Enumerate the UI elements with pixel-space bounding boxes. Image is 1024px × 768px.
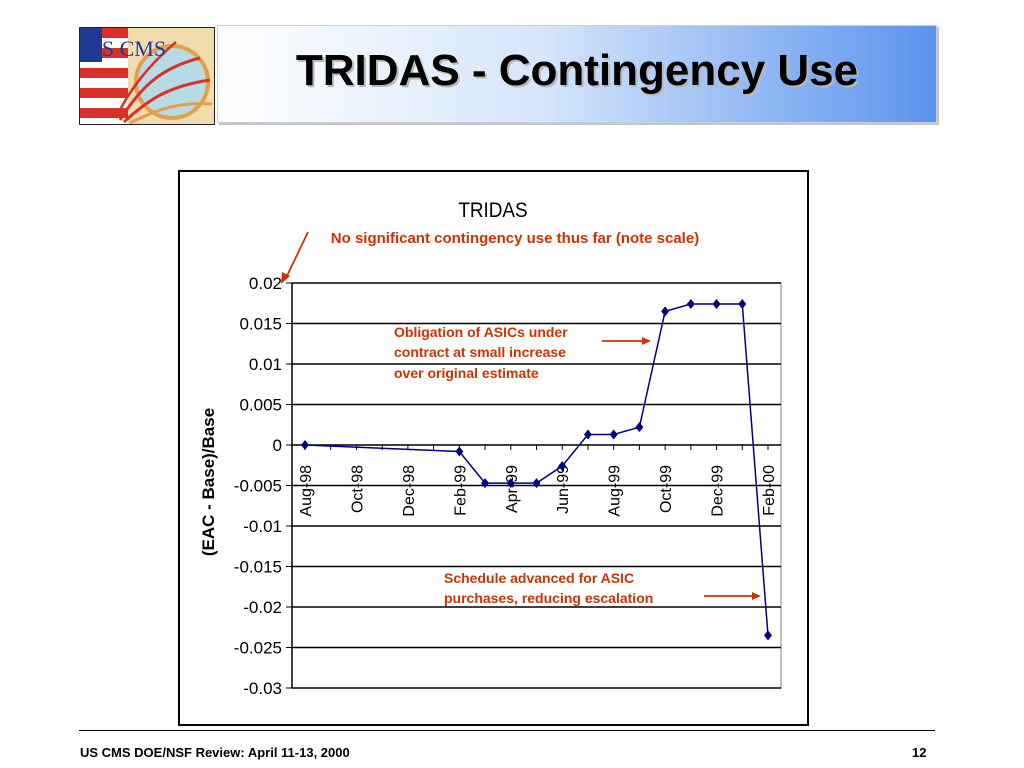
data-point [712, 299, 721, 310]
annotation-schedule-line-2: purchases, reducing escalation [444, 590, 653, 606]
x-tick-label: Dec-99 [710, 465, 727, 517]
y-tick-label: -0.015 [234, 558, 282, 577]
data-point [481, 478, 490, 489]
x-tick-label: Feb-99 [452, 465, 469, 516]
annotation-asic-line-1: Obligation of ASICs under [394, 324, 568, 340]
footer-divider [79, 730, 935, 731]
data-point [686, 299, 695, 310]
data-point [661, 306, 670, 317]
data-point [532, 478, 541, 489]
x-tick-label: Feb-00 [761, 465, 778, 516]
x-tick-label: Jun-99 [555, 465, 572, 514]
x-tick-label: Aug-99 [607, 465, 624, 517]
data-point [455, 446, 464, 457]
annotation-schedule-arrow [704, 592, 761, 600]
y-tick-label: 0.02 [249, 274, 282, 293]
x-tick-label: Dec-98 [401, 465, 418, 517]
line-chart: 0.02 0.015 0.01 0.005 0 -0.005 -0.01 -0.015 -0.0… [199, 199, 782, 698]
data-point [301, 440, 309, 450]
subtitle-arrow [281, 231, 309, 284]
y-tick-label: 0 [273, 436, 282, 455]
data-point [738, 299, 747, 310]
data-point [558, 461, 567, 472]
us-cms-logo: US CMS [79, 27, 215, 125]
series-line [304, 303, 769, 636]
y-tick-label: -0.005 [234, 477, 282, 496]
data-point [764, 630, 772, 641]
chart-title: TRIDAS [458, 199, 527, 222]
y-tick-label: -0.01 [243, 517, 282, 536]
y-tick-label: 0.005 [239, 396, 282, 415]
y-axis-label: (EAC - Base)/Base [199, 408, 218, 556]
annotation-asic-arrow [602, 337, 651, 345]
x-tick-label: Apr-99 [504, 465, 521, 513]
page-number: 12 [912, 745, 927, 760]
y-tick-label: -0.02 [243, 598, 282, 617]
annotation-asic-line-2: contract at small increase [394, 344, 566, 360]
title-bar: TRIDAS - Contingency Use [217, 25, 937, 123]
annotation-schedule-line-1: Schedule advanced for ASIC [444, 570, 634, 586]
y-tick-label: 0.015 [239, 315, 282, 334]
x-tick-label: Oct-99 [658, 465, 675, 513]
chart-subtitle: No significant contingency use thus far … [331, 230, 699, 247]
data-point [609, 429, 618, 440]
slide-title: TRIDAS - Contingency Use [295, 46, 859, 95]
data-point [635, 422, 644, 433]
y-tick-label: 0.01 [249, 355, 282, 374]
x-tick-label: Oct-98 [349, 465, 366, 513]
x-tick-label: Aug-98 [298, 465, 315, 517]
logo-text: US CMS [86, 36, 166, 61]
data-point [506, 478, 515, 489]
y-tick-label: -0.025 [234, 639, 282, 658]
annotation-asic-line-3: over original estimate [394, 365, 539, 381]
y-tick-label: -0.03 [243, 679, 282, 698]
footer-text: US CMS DOE/NSF Review: April 11-13, 2000 [80, 745, 350, 760]
data-point [583, 429, 592, 440]
